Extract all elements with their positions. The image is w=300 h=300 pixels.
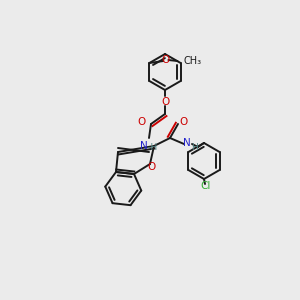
Text: N: N (140, 141, 148, 151)
Text: O: O (138, 117, 146, 127)
Text: O: O (179, 117, 187, 127)
Text: O: O (147, 162, 155, 172)
Text: CH₃: CH₃ (183, 56, 202, 66)
Text: Cl: Cl (201, 181, 211, 191)
Text: H: H (190, 143, 197, 152)
Text: N: N (183, 138, 191, 148)
Text: –H: –H (146, 142, 158, 152)
Text: O: O (161, 97, 169, 107)
Text: O: O (161, 55, 169, 65)
